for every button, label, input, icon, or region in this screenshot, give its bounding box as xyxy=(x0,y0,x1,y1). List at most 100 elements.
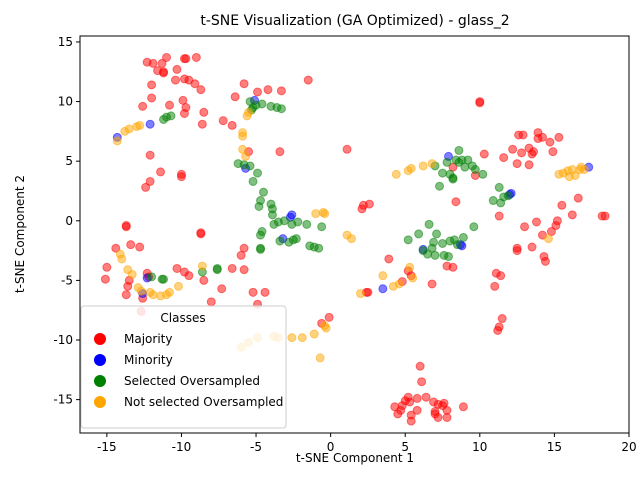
x-tick-label: 20 xyxy=(621,440,636,454)
point-majority xyxy=(172,263,182,273)
point-majority xyxy=(147,80,157,90)
x-tick-label: -15 xyxy=(97,440,117,454)
point-majority xyxy=(490,281,500,291)
point-majority xyxy=(165,100,175,110)
point-not-selected-oversampled xyxy=(242,111,252,121)
point-selected-oversampled xyxy=(403,235,413,245)
point-majority xyxy=(427,279,437,289)
point-not-selected-oversampled xyxy=(347,234,357,244)
point-not-selected-oversampled xyxy=(406,163,416,173)
x-tick-label: -10 xyxy=(172,440,192,454)
point-majority xyxy=(142,57,152,67)
point-majority xyxy=(162,52,172,62)
point-majority xyxy=(239,79,249,89)
point-majority xyxy=(138,101,148,111)
y-tick-label: 15 xyxy=(58,35,73,49)
point-majority xyxy=(421,392,431,402)
point-majority xyxy=(184,271,194,281)
point-not-selected-oversampled xyxy=(579,165,589,175)
point-majority xyxy=(406,416,416,426)
point-majority xyxy=(324,312,334,322)
point-selected-oversampled xyxy=(212,265,222,275)
point-selected-oversampled xyxy=(424,219,434,229)
x-tick-label: 15 xyxy=(547,440,562,454)
point-not-selected-oversampled xyxy=(320,209,330,219)
point-selected-oversampled xyxy=(317,222,327,232)
point-not-selected-oversampled xyxy=(355,289,365,299)
point-selected-oversampled xyxy=(438,168,448,178)
point-majority xyxy=(512,246,522,256)
point-majority xyxy=(239,265,249,275)
point-majority xyxy=(179,108,189,118)
point-minority xyxy=(378,284,388,294)
point-majority xyxy=(170,75,180,85)
point-majority xyxy=(196,85,206,95)
point-selected-oversampled xyxy=(254,201,264,211)
point-selected-oversampled xyxy=(256,244,266,254)
point-selected-oversampled xyxy=(494,182,504,192)
x-axis-label: t-SNE Component 1 xyxy=(296,451,414,465)
point-not-selected-oversampled xyxy=(287,333,297,343)
point-majority xyxy=(263,85,273,95)
point-majority xyxy=(529,147,539,157)
point-majority xyxy=(393,409,403,419)
point-majority xyxy=(400,396,410,406)
legend-box xyxy=(80,305,287,429)
point-selected-oversampled xyxy=(503,191,513,201)
point-majority xyxy=(497,314,507,324)
point-majority xyxy=(135,242,145,252)
point-majority xyxy=(227,120,237,130)
point-selected-oversampled xyxy=(430,250,440,260)
point-not-selected-oversampled xyxy=(391,169,401,179)
point-majority xyxy=(147,93,157,103)
point-majority xyxy=(172,64,182,74)
point-majority xyxy=(176,172,186,182)
point-majority xyxy=(121,290,131,300)
y-tick-label: 0 xyxy=(65,214,73,228)
point-majority xyxy=(518,130,528,140)
legend-title: Classes xyxy=(160,311,205,325)
point-selected-oversampled xyxy=(276,104,286,114)
point-majority xyxy=(156,167,166,177)
point-selected-oversampled xyxy=(293,217,303,227)
point-not-selected-oversampled xyxy=(124,124,134,134)
legend-marker xyxy=(94,354,106,366)
point-majority xyxy=(260,287,270,297)
point-not-selected-oversampled xyxy=(427,159,437,169)
point-majority xyxy=(475,98,485,108)
point-majority xyxy=(239,243,249,253)
point-majority xyxy=(199,275,209,285)
point-majority xyxy=(159,68,169,78)
point-majority xyxy=(196,229,206,239)
point-majority xyxy=(537,132,547,142)
y-tick-label: -5 xyxy=(61,273,73,287)
x-tick-label: 5 xyxy=(401,440,409,454)
point-majority xyxy=(548,147,558,157)
point-majority xyxy=(227,263,237,273)
point-not-selected-oversampled xyxy=(309,329,319,339)
point-selected-oversampled xyxy=(253,168,263,178)
y-tick-label: 5 xyxy=(65,154,73,168)
point-selected-oversampled xyxy=(414,229,424,239)
point-not-selected-oversampled xyxy=(117,254,127,264)
point-minority xyxy=(145,119,155,129)
point-selected-oversampled xyxy=(454,145,464,155)
point-majority xyxy=(524,160,534,170)
point-majority xyxy=(364,199,374,209)
point-selected-oversampled xyxy=(256,230,266,240)
point-selected-oversampled xyxy=(438,238,448,248)
point-selected-oversampled xyxy=(245,97,255,107)
point-majority xyxy=(600,211,610,221)
point-not-selected-oversampled xyxy=(405,262,415,272)
legend-marker xyxy=(94,375,106,387)
point-majority xyxy=(253,87,263,97)
point-majority xyxy=(123,281,133,291)
point-selected-oversampled xyxy=(478,169,488,179)
point-majority xyxy=(458,402,468,412)
legend-entry-label: Minority xyxy=(124,353,173,367)
point-majority xyxy=(218,116,228,126)
point-majority xyxy=(102,262,112,272)
point-majority xyxy=(121,222,131,232)
point-majority xyxy=(412,393,422,403)
